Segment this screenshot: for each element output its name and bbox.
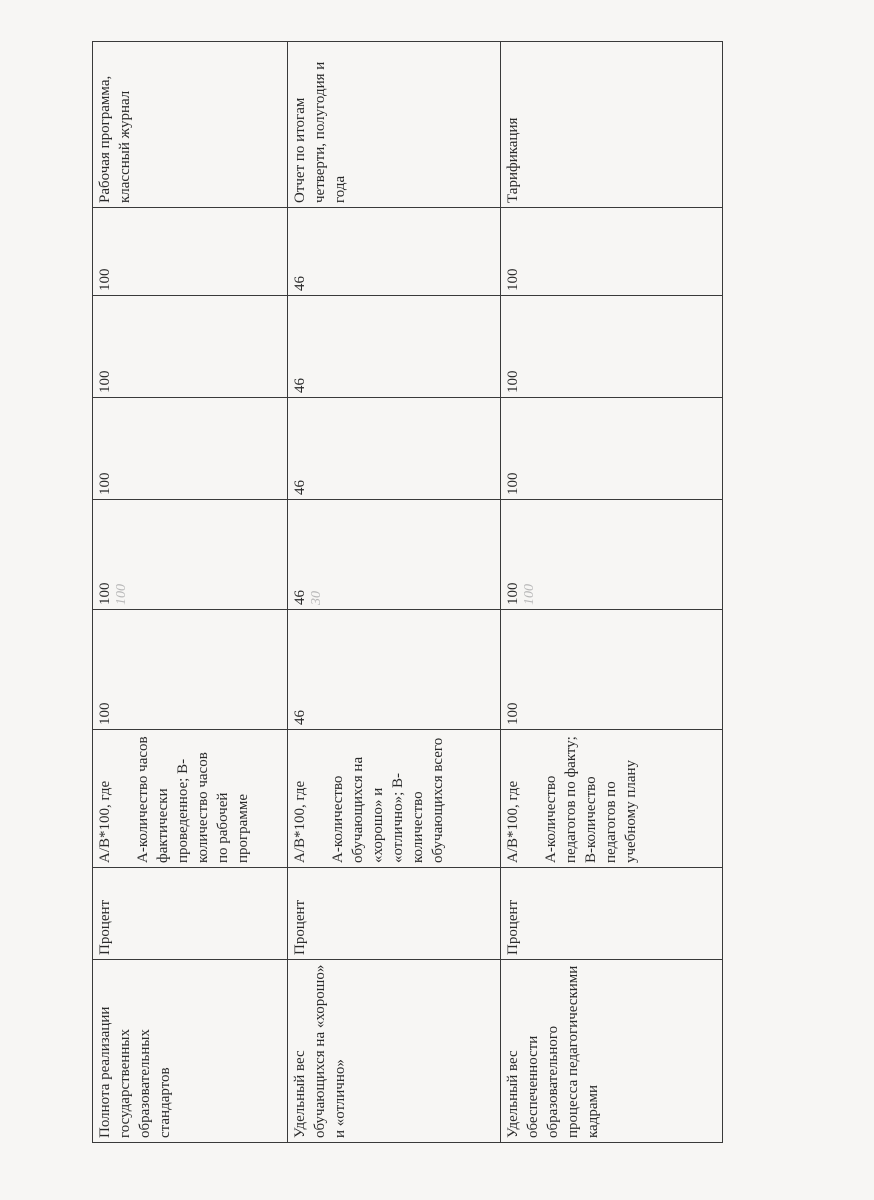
unit: Процент <box>97 899 113 955</box>
value-cell: 46 30 <box>287 499 501 610</box>
value-cell: 46 <box>287 397 501 500</box>
value: 100 <box>97 370 113 394</box>
value: 100 <box>97 582 113 606</box>
handwritten-value: 30 <box>309 591 324 605</box>
formula-a: А-количество педагогов по факту; <box>543 736 579 863</box>
value-cell: 100 <box>500 295 723 398</box>
handwritten-value: 100 <box>114 584 129 605</box>
unit-cell: Процент <box>500 867 723 960</box>
value-cell: 100 <box>92 295 288 398</box>
value-cell: 100 100 <box>92 499 288 610</box>
formula-cell: А/В*100, где А-количество обучающихся на … <box>287 729 501 868</box>
source: Отчет по итогам четверти, полугодия и го… <box>292 61 348 203</box>
indicator-cell: Удельный вес обучающихся на «хорошо» и «… <box>287 959 501 1143</box>
rotated-table-container: Полнота реализации государственных образ… <box>92 41 723 1143</box>
formula-a: А-количество часов фактически проведенно… <box>135 736 191 863</box>
indicators-table: Полнота реализации государственных образ… <box>92 41 723 1143</box>
source: Тарификация <box>505 117 521 203</box>
value: 100 <box>505 472 521 496</box>
value-cell: 100 <box>500 207 723 296</box>
value: 100 <box>97 268 113 292</box>
formula-head: А/В*100, где <box>292 780 308 863</box>
value: 46 <box>292 590 308 605</box>
indicator-cell: Полнота реализации государственных образ… <box>92 959 288 1143</box>
value: 100 <box>505 702 521 726</box>
value-cell: 100 <box>500 397 723 500</box>
unit: Процент <box>505 899 521 955</box>
value: 100 <box>97 472 113 496</box>
unit-cell: Процент <box>92 867 288 960</box>
formula-cell: А/В*100, где А-количество педагогов по фа… <box>500 729 723 868</box>
value: 100 <box>505 370 521 394</box>
source-cell: Отчет по итогам четверти, полугодия и го… <box>287 41 501 208</box>
formula-head: А/В*100, где <box>97 780 113 863</box>
value-cell: 100 <box>500 609 723 730</box>
scanned-page: Полнота реализации государственных образ… <box>92 41 723 1143</box>
value-cell: 100 <box>92 207 288 296</box>
source-cell: Рабочая программа, классный журнал <box>92 41 288 208</box>
table-row: Полнота реализации государственных образ… <box>92 41 288 1143</box>
indicator-name: Удельный вес обеспеченности образователь… <box>505 965 601 1138</box>
value-cell: 46 <box>287 609 501 730</box>
value-cell: 46 <box>287 295 501 398</box>
indicator-cell: Удельный вес обеспеченности образователь… <box>500 959 723 1143</box>
unit: Процент <box>292 899 308 955</box>
value: 46 <box>292 276 308 291</box>
value: 100 <box>505 268 521 292</box>
table-row: Удельный вес обучающихся на «хорошо» и «… <box>287 41 501 1143</box>
value-cell: 46 <box>287 207 501 296</box>
indicator-name: Удельный вес обучающихся на «хорошо» и «… <box>292 964 348 1138</box>
unit-cell: Процент <box>287 867 501 960</box>
value: 100 <box>97 702 113 726</box>
value: 46 <box>292 378 308 393</box>
value: 46 <box>292 480 308 495</box>
formula-head: А/В*100, где <box>505 780 521 863</box>
source: Рабочая программа, классный журнал <box>97 75 133 203</box>
formula-b: В-количество педагогов по учебному плану <box>583 759 639 863</box>
handwritten-value: 100 <box>522 584 537 605</box>
formula-cell: А/В*100, где А-количество часов фактическ… <box>92 729 288 868</box>
value-cell: 100 <box>92 397 288 500</box>
value: 46 <box>292 710 308 725</box>
value: 100 <box>505 582 521 606</box>
indicator-name: Полнота реализации государственных образ… <box>97 1006 173 1138</box>
table-row: Удельный вес обеспеченности образователь… <box>500 41 723 1143</box>
value-cell: 100 100 <box>500 499 723 610</box>
value-cell: 100 <box>92 609 288 730</box>
source-cell: Тарификация <box>500 41 723 208</box>
